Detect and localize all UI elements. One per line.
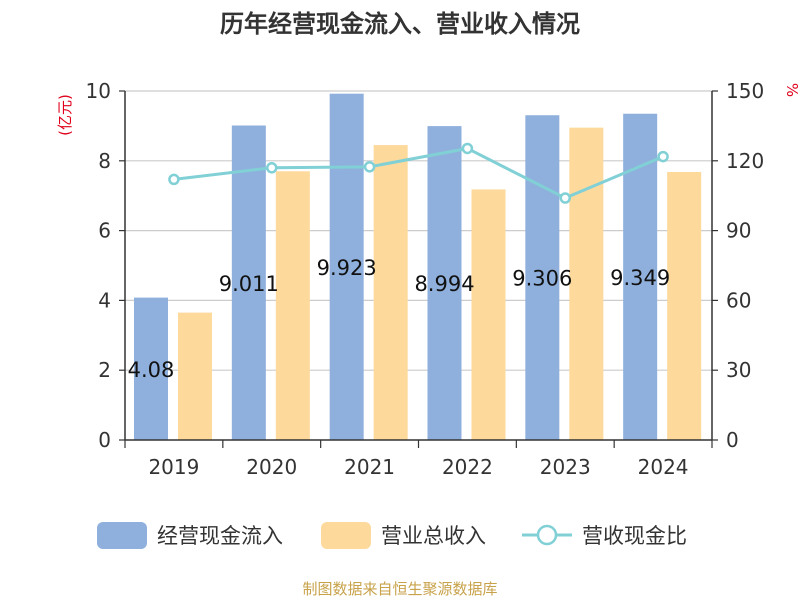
bar-cash-inflow [623,113,658,440]
bar-cash-inflow [525,115,560,441]
bar-cash-inflow [427,126,462,440]
chart-title: 历年经营现金流入、营业收入情况 [220,10,580,38]
x-tick-label: 2023 [540,455,591,479]
ratio-point [363,161,376,173]
ratio-point [657,150,669,163]
left-axis-unit: (亿元) [56,94,74,136]
x-tick-label: 2019 [148,455,199,479]
left-tick-label: 2 [98,358,111,382]
bar-revenue [178,312,212,440]
bar-cash-inflow [134,297,168,440]
bar-revenue [373,145,408,440]
legend: 经营现金流入 营业总收入 营收现金比 [97,522,687,549]
ratio-point [266,162,278,174]
legend-label-ratio: 营收现金比 [582,524,687,548]
right-tick-label: 0 [726,428,739,452]
bar-cash-inflow [231,125,266,440]
bar-revenue [275,171,310,440]
legend-label-cash-inflow: 经营现金流入 [157,524,283,548]
x-tick-label: 2022 [442,455,493,479]
bar-cash-inflow [329,93,364,440]
data-label: 8.994 [414,272,474,296]
line-series [168,142,669,204]
left-tick-label: 6 [98,219,111,243]
bar-revenue [667,171,702,440]
ratio-point [168,173,180,186]
data-label: 9.306 [512,267,572,291]
right-tick-label: 120 [726,149,764,173]
data-label: 9.349 [610,266,670,290]
data-label: 9.011 [219,272,279,296]
left-tick-label: 0 [98,428,111,452]
x-tick-label: 2021 [344,455,395,479]
x-tick-label: 2020 [246,455,297,479]
ratio-point [559,192,571,204]
gridlines [125,90,712,371]
data-labels: 4.08 9.011 9.923 8.994 9.306 9.349 [128,256,671,382]
data-label: 9.923 [317,256,377,280]
bar-series [134,93,702,441]
right-axis-unit: % [783,83,800,97]
bar-revenue [569,127,604,441]
left-tick-label: 4 [98,288,111,312]
right-tick-label: 60 [726,288,751,312]
ratio-line [173,146,664,200]
right-tick-label: 30 [726,358,751,382]
left-tick-label: 8 [98,149,111,173]
x-tick-label: 2024 [638,455,689,479]
left-tick-label: 10 [86,79,111,103]
bar-revenue [471,189,506,440]
legend-swatch-revenue [321,522,371,549]
legend-label-revenue: 营业总收入 [381,524,486,548]
right-tick-label: 90 [726,219,751,243]
ratio-point [461,142,474,155]
right-tick-label: 150 [726,79,764,103]
source-note: 制图数据来自恒生聚源数据库 [302,580,497,598]
data-label: 4.08 [128,358,175,382]
legend-marker-ratio [536,524,558,546]
legend-swatch-cash-inflow [97,522,147,549]
axes: 0 2 4 6 8 10 0 30 60 90 120 150 2019 2020 2021 2022 2023… [86,79,765,479]
